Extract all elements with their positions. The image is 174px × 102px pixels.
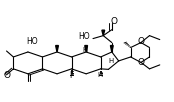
Text: H: H bbox=[82, 47, 88, 53]
Text: O: O bbox=[137, 37, 144, 46]
Text: H: H bbox=[98, 72, 103, 78]
Polygon shape bbox=[110, 45, 113, 52]
Text: HO: HO bbox=[27, 37, 38, 46]
Text: O: O bbox=[4, 71, 11, 80]
Polygon shape bbox=[56, 45, 58, 52]
Text: O: O bbox=[110, 17, 117, 26]
Text: HO: HO bbox=[78, 32, 90, 41]
Text: H: H bbox=[108, 58, 113, 64]
Text: O: O bbox=[137, 58, 144, 67]
Polygon shape bbox=[102, 30, 105, 36]
Text: F: F bbox=[69, 71, 73, 80]
Polygon shape bbox=[85, 45, 88, 52]
